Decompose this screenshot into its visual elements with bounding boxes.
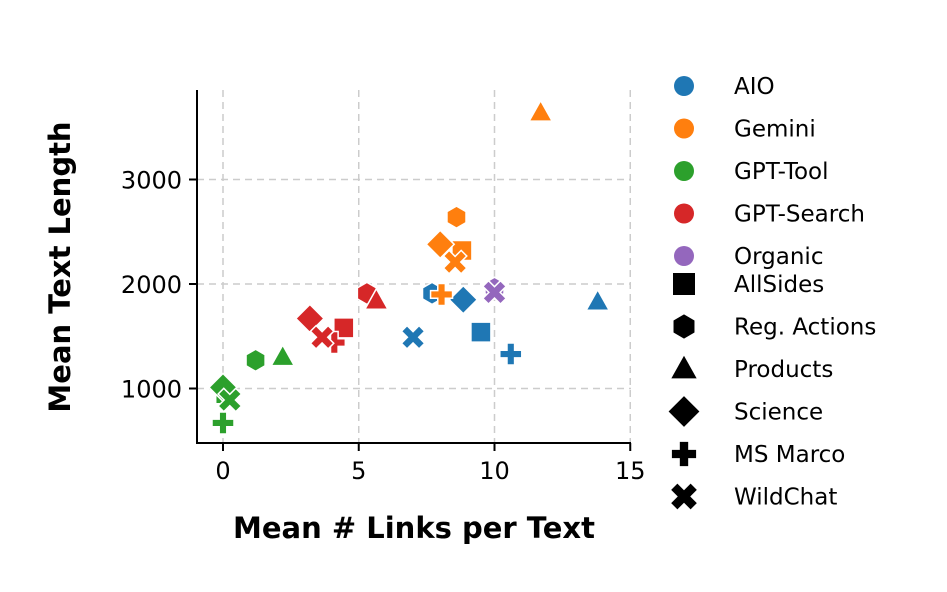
legend-label: Products [734, 357, 833, 383]
legend-label: Reg. Actions [734, 315, 876, 341]
data-point-aio-products [584, 288, 611, 312]
legend-plus-icon [671, 441, 697, 467]
data-point-gemini-wildchat [442, 249, 468, 275]
legend-marker-gpt-search [674, 203, 694, 224]
legend-triangle-icon [671, 355, 697, 379]
legend-label: MS Marco [734, 442, 845, 468]
legend: AIO Gemini GPT-Tool GPT-Search OrganicAllSid… [668, 74, 876, 511]
data-point-gpt-tool-products [269, 343, 296, 367]
legend-label: GPT-Tool [734, 159, 829, 185]
data-point-gemini-products [527, 99, 554, 122]
x-tick-label: 15 [615, 457, 646, 485]
data-point-gpt-search-wildchat [309, 324, 335, 351]
data-point-aio-ms-marco [499, 342, 523, 366]
legend-diamond-icon [668, 396, 700, 427]
legend-marker-aio [674, 76, 694, 96]
legend-hexagon-icon [673, 314, 695, 339]
y-tick-label: 3000 [121, 167, 182, 195]
grid [197, 90, 631, 443]
data-point-gpt-tool-ms-marco [211, 411, 235, 435]
legend-label: Science [734, 400, 823, 426]
legend-x-icon [671, 483, 697, 510]
y-tick-label: 2000 [121, 271, 182, 299]
legend-label: AllSides [734, 272, 824, 298]
data-point-organic-wildchat [481, 279, 508, 306]
x-tick-label: 0 [215, 457, 230, 485]
legend-marker-gpt-tool [674, 161, 694, 181]
x-axis-label: Mean # Links per Text [233, 511, 595, 545]
data-point-aio-science [448, 284, 479, 315]
data-point-gpt-tool-wildchat [217, 387, 243, 413]
y-tick-label: 1000 [121, 376, 182, 404]
data-point-gemini-reg-actions [446, 205, 467, 229]
x-tick-label: 10 [479, 457, 510, 485]
legend-marker-gemini [674, 118, 694, 139]
legend-marker-organic [674, 246, 694, 266]
y-axis-label: Mean Text Length [43, 121, 77, 412]
data-point-gemini-ms-marco [429, 282, 454, 307]
data-point-aio-allsides [470, 321, 492, 343]
legend-label: WildChat [734, 485, 837, 511]
data-point-gpt-search-products [363, 287, 390, 310]
legend-label: GPT-Search [734, 202, 865, 228]
legend-label: Gemini [734, 117, 816, 143]
legend-label: Organic [734, 244, 823, 270]
axes [196, 90, 631, 444]
x-tick-label: 5 [351, 457, 366, 485]
data-point-aio-wildchat [400, 324, 426, 351]
legend-label: AIO [734, 74, 775, 100]
data-point-gpt-tool-reg-actions [245, 348, 266, 373]
legend-square-icon [673, 273, 695, 295]
points [207, 99, 611, 435]
ticks: 0 5 10 15 1000 2000 3000 [121, 167, 646, 486]
